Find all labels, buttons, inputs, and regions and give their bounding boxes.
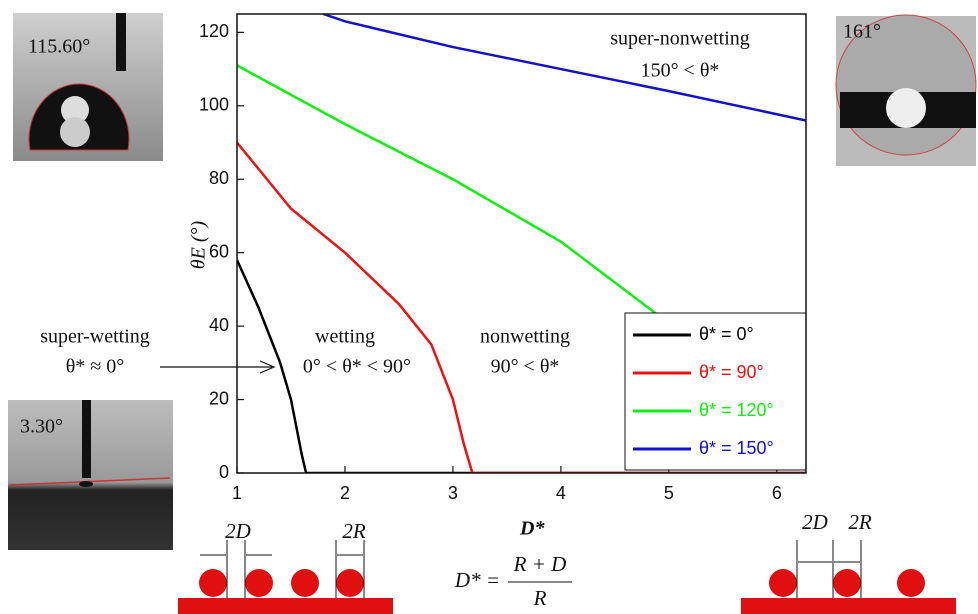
- y-axis-label: θE (°): [188, 220, 210, 269]
- dimension-label: 2R: [848, 510, 872, 534]
- legend-box: [624, 312, 807, 471]
- annotation: 0° < θ* < 90°: [303, 356, 411, 378]
- legend-label: θ* = 120°: [699, 400, 774, 420]
- x-tick-label: 6: [772, 483, 782, 503]
- x-axis-label: D*: [519, 518, 545, 540]
- annotation: θ* ≈ 0°: [66, 356, 125, 378]
- x-tick-label: 1: [232, 483, 242, 503]
- y-tick-label: 120: [199, 21, 229, 41]
- annotation: wetting: [315, 326, 375, 348]
- x-tick-label: 3: [448, 483, 458, 503]
- y-tick-label: 20: [209, 388, 229, 408]
- legend-label: θ* = 0°: [699, 324, 754, 344]
- y-tick-label: 80: [209, 168, 229, 188]
- series-line: [237, 141, 806, 473]
- formula-numerator: R + D: [513, 552, 567, 576]
- dimension-label: 2R: [342, 519, 366, 543]
- formula-denominator: R: [533, 586, 547, 610]
- y-tick-label: 60: [209, 241, 229, 261]
- y-tick-label: 100: [199, 95, 229, 115]
- x-tick-label: 5: [664, 483, 674, 503]
- photo-label: 115.60°: [28, 36, 90, 58]
- diagram-right: 2D 2R: [741, 510, 956, 614]
- photo-1: 115.60°: [13, 13, 163, 161]
- annotation: super-nonwetting: [610, 28, 750, 50]
- series-line: [237, 259, 806, 473]
- series-line: [322, 14, 806, 122]
- x-tick-label: 4: [556, 483, 566, 503]
- dimension-label: 2D: [802, 510, 828, 534]
- photo-2: 161°: [835, 14, 977, 166]
- diagram-left: 2D 2R: [178, 519, 393, 614]
- legend-label: θ* = 90°: [699, 362, 764, 382]
- formula-lhs: D* =: [454, 568, 500, 592]
- x-tick-label: 2: [340, 483, 350, 503]
- dimension-label: 2D: [225, 519, 251, 543]
- photo-label: 161°: [843, 21, 881, 43]
- annotation: super-wetting: [40, 326, 150, 348]
- annotation: 150° < θ*: [641, 60, 720, 82]
- plot-frame: [236, 13, 807, 474]
- photo-3: 3.30°: [8, 400, 173, 550]
- arrow: [160, 360, 276, 374]
- legend-label: θ* = 150°: [699, 438, 774, 458]
- formula: D* = R + D R: [454, 552, 572, 610]
- annotation: nonwetting: [480, 326, 570, 348]
- photo-label: 3.30°: [20, 416, 63, 438]
- y-tick-label: 0: [219, 462, 229, 482]
- y-tick-label: 40: [209, 315, 229, 335]
- annotation: 90° < θ*: [491, 356, 560, 378]
